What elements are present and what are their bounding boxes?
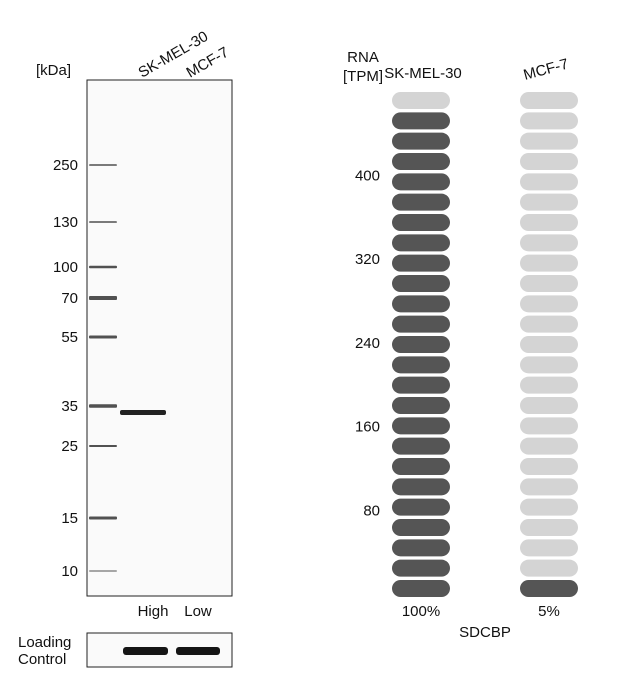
rna-pill: [392, 173, 450, 191]
rna-pill: [520, 315, 578, 333]
rna-pill: [392, 275, 450, 292]
marker-label: 250: [53, 157, 78, 174]
rna-pill: [520, 356, 578, 374]
rna-pill: [392, 417, 450, 435]
rna-pill: [392, 458, 450, 475]
marker-label: 55: [61, 329, 78, 346]
percent-label: 5%: [538, 603, 560, 620]
ladder-band: [89, 164, 117, 166]
rna-pill: [392, 336, 450, 353]
rna-pill: [392, 315, 450, 333]
rna-pill: [392, 498, 450, 516]
rna-pill: [520, 275, 578, 292]
ladder-band: [89, 445, 117, 447]
rna-pill: [520, 92, 578, 109]
unit-label: [kDa]: [36, 62, 71, 79]
rna-pill: [520, 153, 578, 170]
marker-label: 25: [61, 438, 78, 455]
percent-label: 100%: [402, 603, 440, 620]
rna-pill: [520, 519, 578, 536]
marker-label: 100: [53, 259, 78, 276]
rna-pill: [392, 132, 450, 150]
ladder-band: [89, 335, 117, 339]
rna-pill: [392, 193, 450, 211]
rna-pill: [520, 539, 578, 557]
rna-pill: [520, 478, 578, 496]
y-tick-label: 160: [355, 419, 380, 436]
rna-pill: [392, 397, 450, 414]
protein-band: [120, 410, 166, 415]
rna-pill: [392, 356, 450, 374]
rna-pill: [520, 376, 578, 394]
rna-pill: [392, 153, 450, 170]
rna-pill: [520, 417, 578, 435]
rna-pill: [520, 193, 578, 211]
y-tick-label: 320: [355, 251, 380, 268]
rna-pill: [520, 112, 578, 130]
gene-label: SDCBP: [459, 624, 511, 641]
y-tick-label: 80: [363, 502, 380, 519]
axis-label: [TPM]: [343, 68, 383, 85]
rna-pill: [520, 498, 578, 516]
ladder-band: [89, 404, 117, 408]
rna-pill: [392, 580, 450, 597]
expression-label: High: [138, 603, 169, 620]
sample-label: MCF-7: [522, 56, 571, 84]
ladder-band: [89, 221, 117, 223]
rna-pill: [392, 437, 450, 455]
rna-pill: [520, 132, 578, 150]
rna-pill: [520, 559, 578, 577]
y-tick-label: 240: [355, 335, 380, 352]
marker-label: 35: [61, 398, 78, 415]
rna-pill: [392, 519, 450, 536]
rna-pill: [392, 92, 450, 109]
rna-pill: [392, 539, 450, 557]
rna-pill: [520, 214, 578, 231]
ladder-band: [89, 570, 117, 572]
rna-pill: [392, 234, 450, 252]
axis-label: RNA: [347, 49, 379, 66]
rna-pill: [520, 437, 578, 455]
rna-pill: [392, 559, 450, 577]
rna-pill: [520, 173, 578, 191]
rna-pill: [392, 112, 450, 130]
rna-pill: [520, 295, 578, 313]
rna-pill: [520, 458, 578, 475]
marker-label: 10: [61, 563, 78, 580]
rna-pill: [392, 478, 450, 496]
loading-label: Control: [18, 651, 66, 668]
rna-pill: [520, 397, 578, 414]
marker-label: 15: [61, 510, 78, 527]
loading-label: Loading: [18, 634, 71, 651]
loading-band: [123, 647, 168, 655]
marker-label: 70: [61, 290, 78, 307]
loading-band: [176, 647, 220, 655]
rna-pill: [392, 254, 450, 272]
ladder-band: [89, 265, 117, 269]
rna-pill: [520, 254, 578, 272]
rna-pill: [520, 234, 578, 252]
rna-pill: [392, 214, 450, 231]
rna-pill: [520, 336, 578, 353]
rna-pill: [392, 376, 450, 394]
ladder-band: [89, 516, 117, 520]
y-tick-label: 400: [355, 167, 380, 184]
ladder-band: [89, 296, 117, 300]
sample-label: SK-MEL-30: [384, 65, 462, 82]
marker-label: 130: [53, 214, 78, 231]
expression-label: Low: [184, 603, 212, 620]
rna-pill: [392, 295, 450, 313]
rna-pill: [520, 580, 578, 597]
